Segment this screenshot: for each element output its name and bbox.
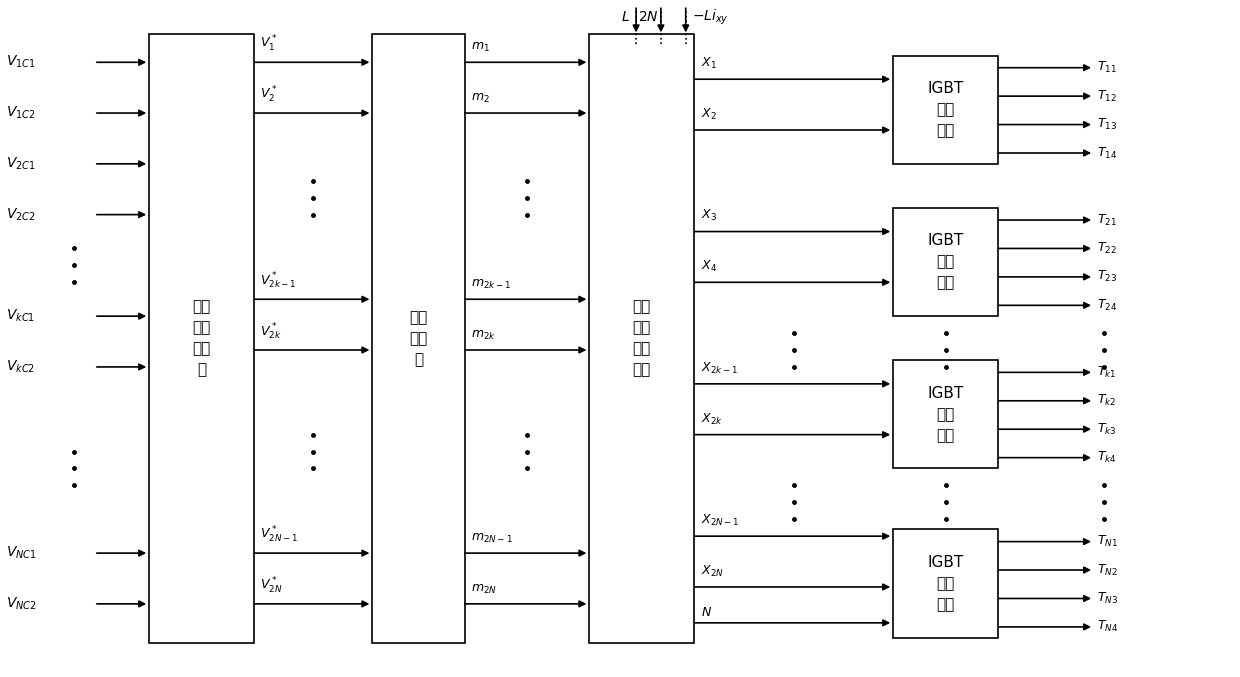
- Text: $X_1$: $X_1$: [701, 56, 717, 71]
- Text: $V_{2k}^*$: $V_{2k}^*$: [260, 322, 281, 342]
- Text: $V_{kC2}$: $V_{kC2}$: [6, 359, 35, 375]
- Text: $V_2^*$: $V_2^*$: [260, 85, 278, 105]
- Text: $-Li_{xy}$: $-Li_{xy}$: [692, 7, 729, 26]
- Text: $V_{2C1}$: $V_{2C1}$: [6, 156, 36, 172]
- Text: $X_{2N}$: $X_{2N}$: [701, 564, 724, 579]
- Text: $V_{NC2}$: $V_{NC2}$: [6, 596, 37, 612]
- Bar: [893, 529, 998, 638]
- Text: $X_{2k-1}$: $X_{2k-1}$: [701, 361, 738, 376]
- Text: $T_{k2}$: $T_{k2}$: [1097, 393, 1117, 408]
- Text: $2N$: $2N$: [639, 10, 658, 24]
- Bar: [893, 208, 998, 316]
- Text: $L$: $L$: [621, 10, 630, 24]
- Text: $N$: $N$: [701, 607, 712, 619]
- Text: $T_{14}$: $T_{14}$: [1097, 146, 1117, 160]
- Text: $X_{2N-1}$: $X_{2N-1}$: [701, 513, 739, 528]
- Text: $T_{12}$: $T_{12}$: [1097, 89, 1117, 104]
- Text: $m_1$: $m_1$: [471, 41, 490, 54]
- Text: $T_{k4}$: $T_{k4}$: [1097, 450, 1117, 465]
- Text: $V_{kC1}$: $V_{kC1}$: [6, 308, 36, 324]
- Text: $X_2$: $X_2$: [701, 107, 717, 122]
- Text: IGBT
触发
脉冲: IGBT 触发 脉冲: [928, 555, 963, 612]
- Text: IGBT
触发
脉冲: IGBT 触发 脉冲: [928, 386, 963, 443]
- Text: $T_{k1}$: $T_{k1}$: [1097, 365, 1117, 380]
- Text: $X_4$: $X_4$: [701, 259, 717, 274]
- Text: $m_{2N-1}$: $m_{2N-1}$: [471, 532, 513, 545]
- Text: IGBT
触发
脉冲: IGBT 触发 脉冲: [928, 234, 963, 290]
- Text: $T_{N4}$: $T_{N4}$: [1097, 619, 1118, 634]
- Text: 生成
电容
开关
状态: 生成 电容 开关 状态: [632, 299, 651, 378]
- Text: 编号
生成
器: 编号 生成 器: [409, 310, 428, 367]
- Bar: [372, 34, 465, 643]
- Text: $V_{1C1}$: $V_{1C1}$: [6, 54, 36, 70]
- Text: $T_{k3}$: $T_{k3}$: [1097, 422, 1117, 437]
- Text: $V_{2k-1}^*$: $V_{2k-1}^*$: [260, 271, 298, 291]
- Bar: [893, 360, 998, 468]
- Text: $T_{23}$: $T_{23}$: [1097, 269, 1117, 284]
- Text: $X_{2k}$: $X_{2k}$: [701, 412, 723, 427]
- Text: $V_{NC1}$: $V_{NC1}$: [6, 545, 37, 561]
- Text: $X_3$: $X_3$: [701, 209, 717, 223]
- Text: $T_{N1}$: $T_{N1}$: [1097, 534, 1118, 549]
- Text: 电容
电压
归一
化: 电容 电压 归一 化: [192, 299, 211, 378]
- Bar: [589, 34, 694, 643]
- Text: $T_{21}$: $T_{21}$: [1097, 213, 1117, 227]
- Text: $V_1^*$: $V_1^*$: [260, 34, 278, 54]
- Text: $m_{2k-1}$: $m_{2k-1}$: [471, 278, 511, 291]
- Text: $m_2$: $m_2$: [471, 92, 490, 105]
- Text: $T_{22}$: $T_{22}$: [1097, 241, 1117, 256]
- Bar: [893, 56, 998, 164]
- Text: $T_{24}$: $T_{24}$: [1097, 298, 1117, 313]
- Bar: [149, 34, 254, 643]
- Text: $T_{13}$: $T_{13}$: [1097, 117, 1117, 132]
- Text: $T_{11}$: $T_{11}$: [1097, 60, 1117, 75]
- Text: $V_{1C2}$: $V_{1C2}$: [6, 105, 36, 121]
- Text: $T_{N3}$: $T_{N3}$: [1097, 591, 1118, 606]
- Text: IGBT
触发
脉冲: IGBT 触发 脉冲: [928, 81, 963, 138]
- Text: $m_{2k}$: $m_{2k}$: [471, 329, 496, 342]
- Text: $V_{2N-1}^*$: $V_{2N-1}^*$: [260, 525, 299, 545]
- Text: $m_{2N}$: $m_{2N}$: [471, 583, 497, 596]
- Text: $T_{N2}$: $T_{N2}$: [1097, 563, 1118, 577]
- Text: $V_{2C2}$: $V_{2C2}$: [6, 206, 36, 223]
- Text: $V_{2N}^*$: $V_{2N}^*$: [260, 575, 283, 596]
